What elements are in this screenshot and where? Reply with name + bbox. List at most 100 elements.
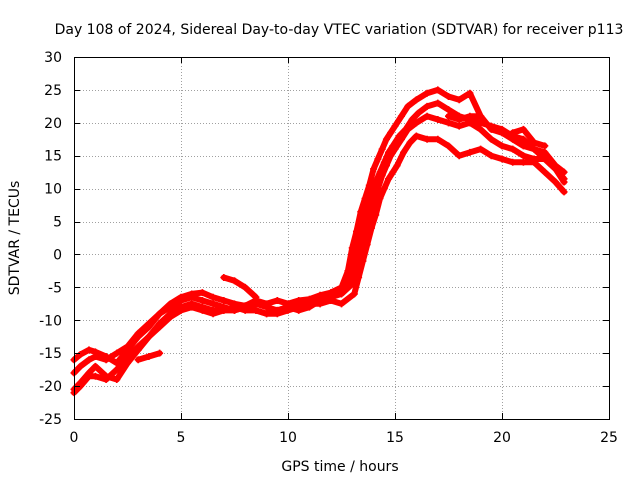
- data-point-track-1: [374, 155, 382, 163]
- data-point-track-3: [378, 171, 386, 179]
- x-tick-label: 25: [600, 430, 618, 446]
- data-point-fragment: [231, 277, 238, 285]
- y-tick-label: -5: [48, 280, 62, 296]
- data-point-track-4: [541, 168, 549, 176]
- data-point-track-2: [156, 310, 164, 318]
- data-point-track-1: [198, 289, 206, 297]
- data-point-track-4: [85, 372, 93, 380]
- y-tick-label: -20: [39, 379, 62, 395]
- data-point-track-2: [134, 329, 142, 337]
- data-point-track-4: [220, 306, 228, 314]
- data-point-track-4: [455, 152, 463, 160]
- data-point-fragment: [445, 112, 452, 120]
- data-point-track-1: [445, 92, 452, 100]
- data-point-track-4: [530, 158, 538, 166]
- y-tick-label: 0: [53, 247, 62, 263]
- data-point-track-4: [338, 300, 345, 308]
- data-point-track-1: [434, 86, 442, 94]
- data-point-fragment: [477, 112, 485, 120]
- data-point-track-4: [406, 139, 414, 147]
- data-point-track-4: [188, 303, 196, 311]
- y-tick-label: 5: [53, 215, 62, 231]
- data-point-fragment: [509, 129, 517, 137]
- data-point-track-4: [487, 152, 495, 160]
- data-point-track-1: [397, 112, 405, 120]
- data-point-track-4: [372, 211, 380, 219]
- data-point-fragment: [466, 112, 474, 120]
- y-tick-label: 15: [44, 149, 62, 165]
- data-point-track-4: [560, 188, 568, 196]
- data-point-track-3: [509, 145, 517, 153]
- data-point-track-2: [487, 122, 495, 130]
- data-point-track-3: [412, 119, 420, 127]
- data-point-track-1: [76, 350, 84, 358]
- data-point-track-4: [327, 297, 335, 305]
- data-point-track-3: [91, 362, 99, 370]
- data-point-track-3: [404, 125, 412, 133]
- data-point-fragment: [541, 142, 549, 150]
- data-point-track-2: [415, 109, 423, 117]
- data-point-track-1: [455, 96, 463, 104]
- data-point-track-1: [423, 89, 431, 97]
- data-point-track-4: [445, 142, 452, 150]
- data-point-track-3: [434, 116, 442, 124]
- series-line-fragment: [220, 274, 259, 301]
- data-point-fragment: [156, 349, 164, 357]
- data-point-track-4: [198, 306, 206, 314]
- data-point-track-1: [466, 89, 474, 97]
- data-point-track-4: [552, 178, 559, 186]
- data-point-track-4: [134, 343, 142, 351]
- data-point-track-2: [263, 303, 271, 311]
- data-point-track-1: [391, 122, 399, 130]
- series-line-fragment: [509, 126, 548, 149]
- data-point-track-4: [91, 372, 99, 380]
- data-point-track-4: [156, 323, 164, 331]
- data-point-track-2: [530, 145, 538, 153]
- data-point-track-4: [284, 306, 292, 314]
- data-point-track-3: [387, 152, 395, 160]
- data-point-track-4: [231, 303, 238, 311]
- data-point-track-3: [487, 135, 495, 143]
- data-point-fragment: [519, 125, 527, 133]
- data-point-track-4: [376, 195, 384, 203]
- data-point-track-2: [519, 135, 527, 143]
- y-axis-label: SDTVAR / TECUs: [7, 181, 23, 296]
- data-point-track-3: [374, 185, 382, 193]
- chart-title: Day 108 of 2024, Sidereal Day-to-day VTE…: [55, 22, 624, 38]
- data-point-track-4: [466, 148, 474, 156]
- y-tick-label: 20: [44, 116, 62, 132]
- data-point-track-4: [367, 224, 375, 232]
- data-point-track-2: [434, 99, 442, 107]
- data-point-track-4: [316, 300, 324, 308]
- data-point-track-1: [382, 135, 390, 143]
- x-tick-label: 5: [177, 430, 186, 446]
- x-tick-label: 0: [70, 430, 79, 446]
- data-point-track-4: [124, 352, 131, 360]
- data-point-track-4: [423, 135, 431, 143]
- data-point-track-2: [423, 102, 431, 110]
- data-point-track-4: [273, 310, 281, 318]
- data-point-track-4: [241, 306, 249, 314]
- data-point-track-4: [519, 158, 527, 166]
- data-point-fragment: [145, 352, 153, 360]
- x-axis-label: GPS time / hours: [281, 459, 398, 475]
- data-point-track-4: [385, 175, 393, 183]
- data-point-track-3: [466, 119, 474, 127]
- data-point-track-2: [445, 106, 452, 114]
- data-point-track-3: [541, 155, 549, 163]
- data-point-track-3: [338, 290, 345, 298]
- data-point-track-4: [350, 290, 358, 298]
- data-point-track-4: [166, 313, 174, 321]
- axis-ticks: 0 5 10 15 20 25 -25 -20 -15 -10 -5 0 5 10 15 20 25 30: [39, 50, 618, 446]
- data-point-track-4: [295, 303, 303, 311]
- data-point-track-4: [355, 273, 363, 281]
- x-tick-label: 10: [279, 430, 297, 446]
- data-point-track-3: [382, 162, 390, 170]
- data-point-track-2: [91, 352, 99, 360]
- data-point-track-3: [445, 119, 452, 127]
- data-point-track-2: [145, 320, 153, 328]
- data-point-track-4: [412, 132, 420, 140]
- data-point-track-3: [113, 376, 121, 384]
- data-point-track-4: [434, 135, 442, 143]
- data-point-track-3: [519, 152, 527, 160]
